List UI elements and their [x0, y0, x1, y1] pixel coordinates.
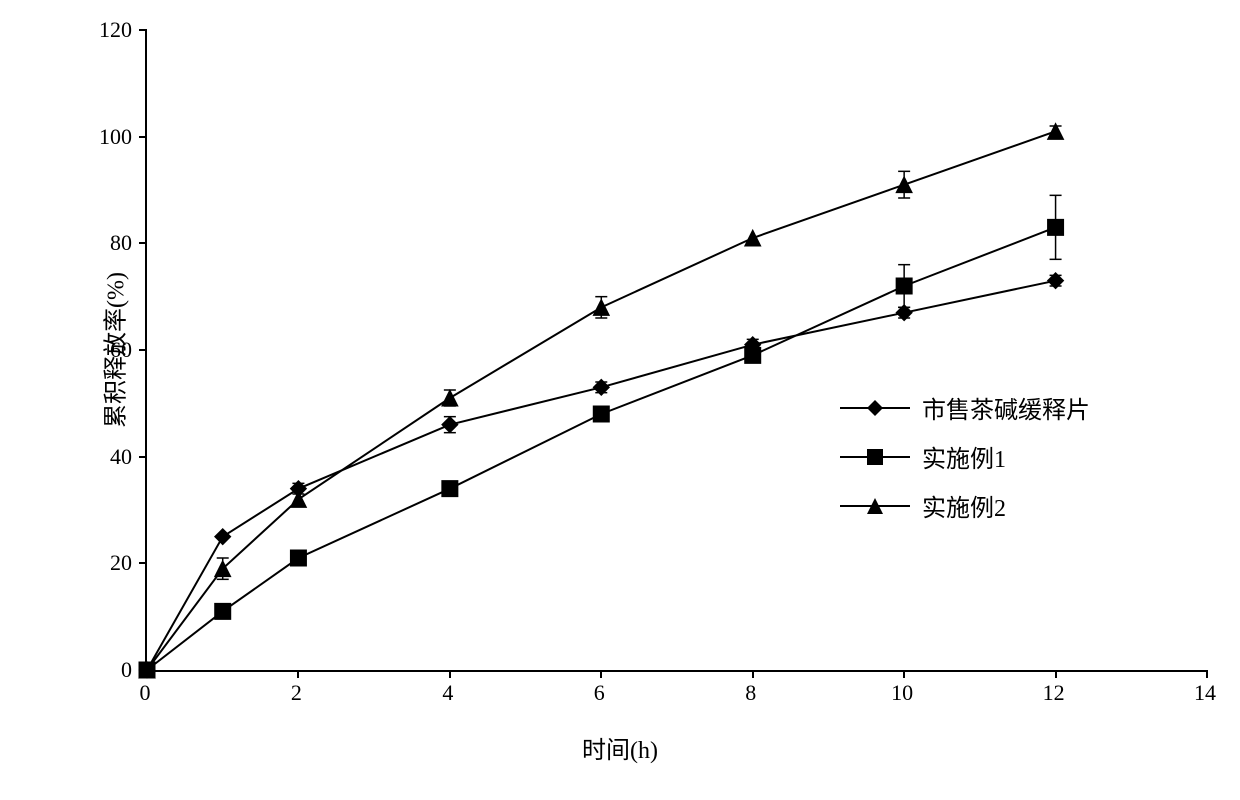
data-marker	[215, 603, 231, 619]
y-tick-label: 100	[99, 124, 132, 150]
legend-marker	[840, 398, 910, 418]
legend-marker	[840, 496, 910, 516]
x-tick	[1206, 670, 1208, 678]
x-tick	[752, 670, 754, 678]
x-tick	[600, 670, 602, 678]
data-marker	[1048, 219, 1064, 235]
x-tick	[297, 670, 299, 678]
x-axis-label: 时间(h)	[582, 730, 658, 765]
y-tick	[139, 562, 147, 564]
data-marker	[745, 347, 761, 363]
x-tick-label: 2	[291, 680, 302, 706]
data-marker	[593, 406, 609, 422]
data-marker	[745, 230, 761, 246]
data-marker	[896, 177, 912, 193]
legend: 市售茶碱缓释片实施例1 实施例2	[840, 390, 1090, 537]
chart-container: 累积释放率(%) 时间(h) 市售茶碱缓释片实施例1实施例2 020406080…	[0, 0, 1240, 800]
legend-item: 市售茶碱缓释片	[840, 390, 1090, 425]
legend-marker	[840, 447, 910, 467]
data-marker	[442, 481, 458, 497]
legend-item: 实施例2	[840, 488, 1090, 523]
data-marker	[290, 550, 306, 566]
x-tick-label: 14	[1194, 680, 1216, 706]
y-tick-label: 20	[110, 550, 132, 576]
y-tick-label: 120	[99, 17, 132, 43]
legend-label: 实施例2	[922, 488, 1006, 523]
x-tick-label: 4	[442, 680, 453, 706]
x-tick-label: 6	[594, 680, 605, 706]
plot-svg	[147, 30, 1207, 670]
y-tick-label: 0	[121, 657, 132, 683]
data-marker	[442, 390, 458, 406]
legend-label: 市售茶碱缓释片	[922, 390, 1090, 425]
y-tick	[139, 29, 147, 31]
x-tick	[1055, 670, 1057, 678]
legend-label: 实施例1	[922, 439, 1006, 474]
x-tick	[146, 670, 148, 678]
data-marker	[442, 417, 458, 433]
data-marker	[896, 278, 912, 294]
y-tick-label: 40	[110, 444, 132, 470]
y-tick	[139, 136, 147, 138]
x-tick	[449, 670, 451, 678]
x-tick-label: 8	[745, 680, 756, 706]
plot-area	[145, 30, 1207, 672]
data-marker	[215, 529, 231, 545]
y-tick	[139, 349, 147, 351]
x-tick-label: 12	[1043, 680, 1065, 706]
data-marker	[593, 299, 609, 315]
x-tick-label: 0	[140, 680, 151, 706]
legend-item: 实施例1	[840, 439, 1090, 474]
x-tick	[903, 670, 905, 678]
y-tick-label: 80	[110, 230, 132, 256]
y-tick	[139, 242, 147, 244]
x-tick-label: 10	[891, 680, 913, 706]
y-tick-label: 60	[110, 337, 132, 363]
y-tick	[139, 456, 147, 458]
